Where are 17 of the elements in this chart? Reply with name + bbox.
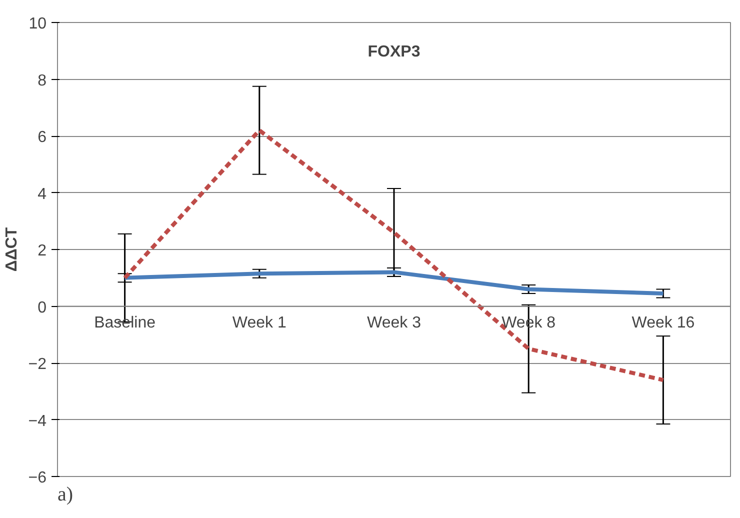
- line-series: [122, 270, 666, 296]
- y-tick-label: 4: [38, 186, 47, 203]
- y-tick-label: 8: [38, 72, 47, 90]
- y-tick-label: 6: [38, 129, 47, 146]
- x-tick-label: Week 3: [367, 314, 422, 332]
- x-tick-label: Week 1: [232, 314, 286, 332]
- y-tick-label: 0: [38, 299, 47, 316]
- y-tick-label: 2: [38, 242, 47, 260]
- y-tick-label: 10: [28, 16, 47, 32]
- y-tick-label: −6: [28, 470, 47, 486]
- y-axis-title: ΔΔCT: [3, 227, 20, 272]
- x-tick-label: Week 16: [632, 314, 695, 332]
- text: a): [58, 484, 74, 506]
- y-tick-label: −2: [28, 356, 47, 373]
- x-tick-label: Baseline: [94, 314, 156, 332]
- y-tick-label: −4: [28, 412, 47, 430]
- text: FOXP3: [368, 44, 420, 60]
